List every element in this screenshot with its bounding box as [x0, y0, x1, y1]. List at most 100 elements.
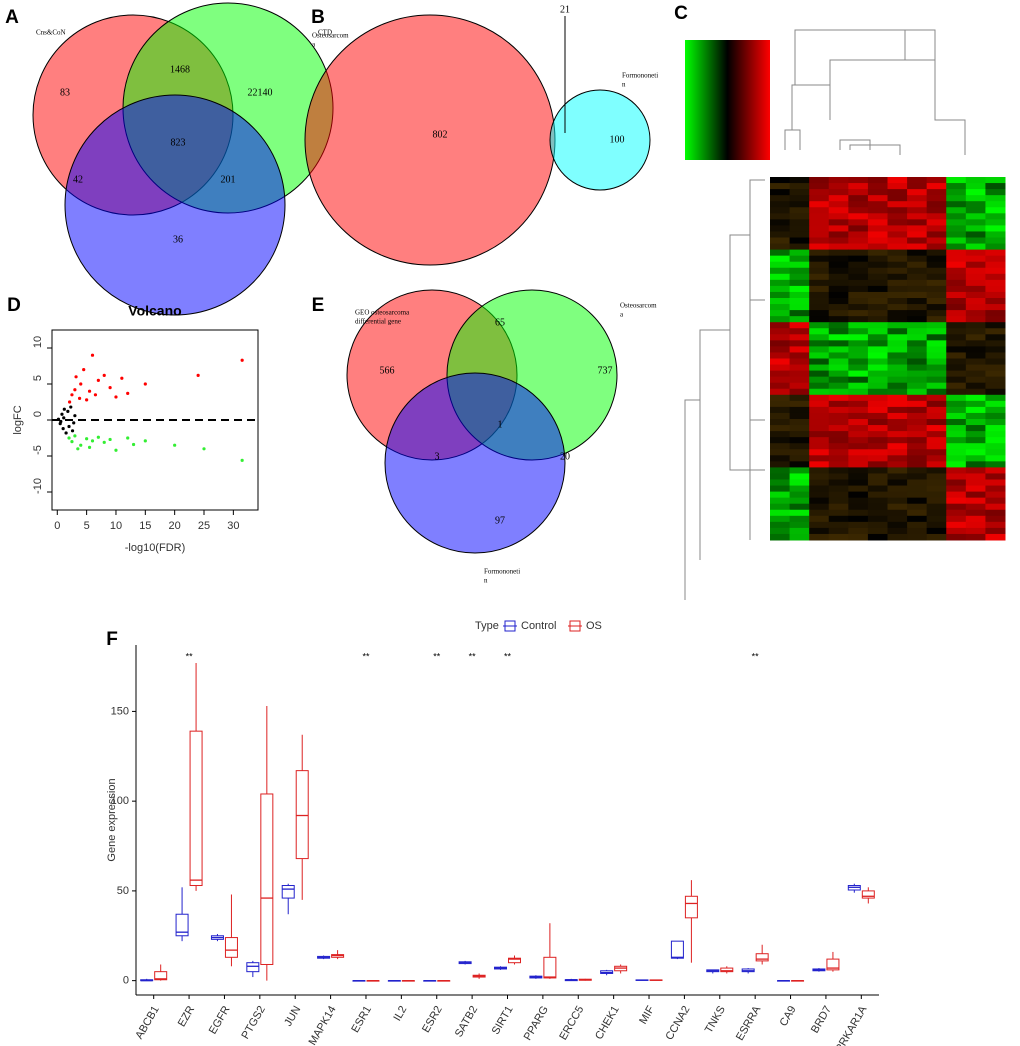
heatmap-cell [946, 503, 967, 511]
heatmap-cell [809, 370, 830, 378]
heatmap-cell [828, 364, 849, 372]
heatmap-cell [965, 225, 986, 232]
heatmap-cell [770, 352, 791, 359]
heatmap-cell [985, 388, 1006, 396]
heatmap-cell [985, 310, 1006, 317]
heatmap-cell [848, 455, 869, 462]
heatmap-cell [789, 261, 810, 269]
box [246, 962, 260, 973]
heatmap-cell [867, 358, 888, 366]
heatmap-cell [789, 406, 810, 414]
heatmap-cell [965, 533, 986, 541]
heatmap-cell [887, 304, 908, 311]
heatmap-cell [789, 177, 810, 184]
heatmap-cell [907, 237, 928, 245]
heatmap-cell [770, 455, 791, 462]
x-tick-label: ESRRA [734, 1003, 764, 1042]
heatmap-cell [789, 515, 810, 523]
heatmap-cell [809, 207, 830, 214]
heatmap-cell [828, 243, 849, 251]
set-label: differential gene [355, 318, 401, 326]
point [72, 421, 76, 425]
set-label: GEO osteosarcoma [355, 309, 410, 317]
point [90, 439, 95, 443]
heatmap-cell [946, 394, 967, 402]
heatmap-cell [789, 201, 810, 208]
point [85, 398, 89, 402]
heatmap-cell [887, 382, 908, 390]
heatmap-cell [789, 231, 810, 238]
heatmap-cell [809, 437, 830, 444]
region-count: 36 [173, 234, 183, 245]
heatmap-cell [907, 491, 928, 499]
heatmap-cell [887, 509, 908, 517]
heatmap-cell [867, 213, 888, 220]
heatmap-cell [867, 291, 888, 299]
heatmap-cell [789, 370, 810, 378]
heatmap-cell [946, 334, 967, 341]
heatmap-cell [926, 443, 947, 450]
heatmap-cell [809, 189, 830, 196]
heatmap-cell [907, 267, 928, 275]
heatmap-cell [809, 285, 830, 293]
heatmap-cell [926, 515, 947, 523]
region-count: 201 [221, 174, 236, 185]
heatmap-cell [867, 285, 888, 293]
heatmap-cell [887, 358, 908, 366]
heatmap-cell [907, 261, 928, 269]
heatmap-cell [809, 310, 830, 317]
set-label: Cns&CoN [36, 29, 66, 37]
heatmap-cell [809, 279, 830, 287]
heatmap-cell [926, 521, 947, 529]
heatmap-cell [828, 370, 849, 378]
venn-set [64, 94, 286, 316]
heatmap-cell [867, 249, 888, 257]
heatmap-cell [848, 382, 869, 390]
heatmap-cell [809, 273, 830, 281]
heatmap-cell [848, 491, 869, 499]
heatmap-cell [946, 509, 967, 517]
heatmap-cell [789, 509, 810, 517]
heatmap-cell [926, 225, 947, 232]
point [90, 353, 95, 357]
heatmap-cell [965, 298, 986, 305]
panel-label: B [311, 7, 325, 28]
heatmap-cell [907, 291, 928, 299]
heatmap-cell [985, 328, 1006, 335]
heatmap-cell [926, 237, 947, 245]
heatmap-cell [946, 364, 967, 372]
heatmap-cell [848, 370, 869, 378]
heatmap-cell [965, 183, 986, 190]
heatmap-cell [770, 509, 791, 517]
heatmap-cell [946, 431, 967, 438]
heatmap-cell [848, 449, 869, 456]
heatmap-cell [887, 515, 908, 523]
heatmap-cell [828, 394, 849, 402]
heatmap-cell [809, 291, 830, 299]
heatmap-cell [965, 521, 986, 529]
heatmap-cell [789, 237, 810, 245]
heatmap-cell [809, 231, 830, 238]
x-tick-label: IL2 [391, 1004, 409, 1023]
heatmap-cell [828, 485, 849, 493]
heatmap-cell [887, 406, 908, 414]
heatmap-cell [887, 527, 908, 535]
heatmap-cell [809, 237, 830, 245]
heatmap-cell [946, 237, 967, 245]
heatmap-cell [887, 334, 908, 341]
heatmap-cell [828, 273, 849, 281]
heatmap-cell [907, 503, 928, 511]
heatmap-cell [907, 497, 928, 505]
heatmap-cell [965, 207, 986, 214]
heatmap-cell [809, 267, 830, 275]
point [62, 416, 66, 420]
heatmap-cell [946, 255, 967, 263]
heatmap-cell [946, 388, 967, 396]
heatmap-cell [985, 195, 1006, 202]
heatmap-cell [946, 231, 967, 238]
heatmap-cell [946, 461, 967, 468]
heatmap-cell [828, 400, 849, 408]
heatmap-cell [809, 515, 830, 523]
heatmap-cell [907, 310, 928, 317]
box [224, 937, 238, 958]
